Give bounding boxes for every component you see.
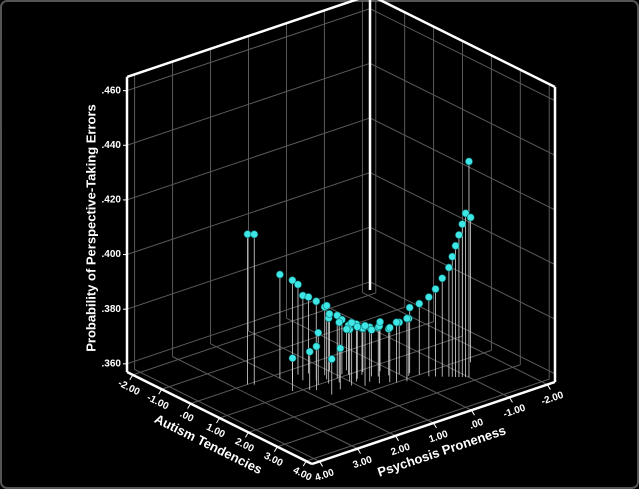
point (325, 309, 334, 318)
marks (243, 157, 475, 395)
point (322, 301, 331, 310)
point (448, 252, 457, 261)
point (347, 318, 356, 327)
z-tick-label: .460 (102, 85, 122, 96)
box-edge (377, 0, 556, 89)
point (342, 325, 351, 334)
point (465, 157, 473, 166)
point (288, 354, 297, 363)
z-tick-label: .440 (102, 140, 122, 151)
z-tick-label: .400 (102, 249, 122, 260)
grid-line (172, 356, 358, 450)
grid-line (248, 330, 434, 424)
x-tick (273, 446, 278, 453)
point (305, 347, 314, 356)
y-tick (433, 422, 437, 429)
z-tick-label: .380 (102, 304, 122, 315)
point (314, 328, 323, 337)
y-tick (509, 397, 513, 403)
z-axis-title: Probability of Perspective-Taking Errors (83, 104, 98, 352)
point (466, 213, 475, 222)
point (424, 293, 433, 301)
point (455, 231, 463, 239)
y-tick (357, 448, 361, 454)
point (405, 303, 414, 312)
point (451, 241, 460, 250)
x-tick (216, 417, 220, 424)
y-tick-label: .00 (468, 417, 485, 432)
x-tick (158, 388, 163, 395)
point (335, 318, 344, 327)
point (243, 230, 252, 239)
point (367, 326, 376, 334)
grid-line (134, 368, 320, 462)
point (458, 220, 467, 229)
point (288, 276, 297, 285)
x-tick (302, 460, 307, 467)
point (385, 323, 394, 332)
point (361, 321, 369, 330)
box-edge (126, 0, 360, 79)
point (445, 263, 453, 272)
point (415, 299, 424, 308)
x-tick (244, 432, 249, 438)
point (431, 285, 440, 293)
y-tick (471, 409, 475, 416)
y-tick (546, 384, 551, 390)
y-tick (395, 435, 399, 442)
walls (125, 0, 557, 466)
point (376, 317, 384, 326)
point (461, 209, 470, 218)
point (392, 318, 401, 327)
point (312, 297, 321, 306)
z-tick-label: .420 (102, 195, 122, 206)
point (312, 342, 321, 351)
z-tick-label: .360 (102, 358, 122, 369)
point (403, 314, 411, 323)
x-tick (129, 374, 134, 381)
grid-line (210, 343, 396, 437)
x-tick (187, 403, 192, 409)
point (353, 322, 362, 331)
y-tick (319, 461, 324, 467)
point (276, 270, 284, 279)
point (294, 280, 302, 289)
grid-line (362, 292, 548, 386)
point (438, 274, 447, 283)
point (304, 293, 313, 301)
point (250, 230, 259, 239)
point (327, 355, 336, 363)
point (336, 344, 345, 353)
